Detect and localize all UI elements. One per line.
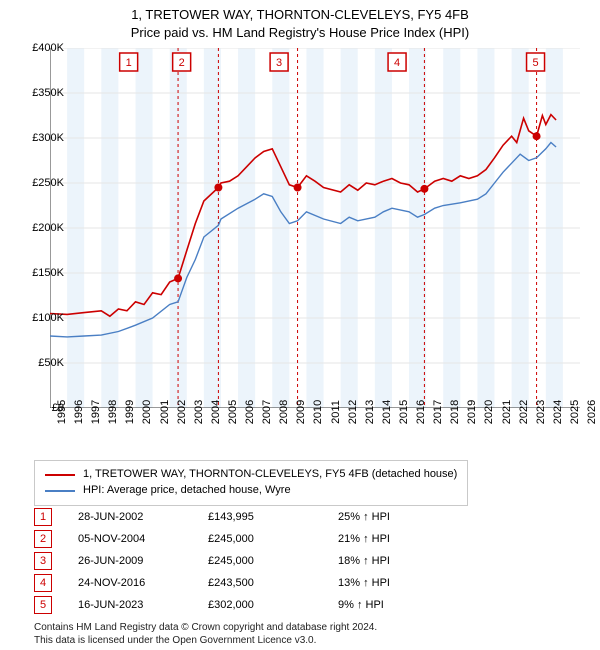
x-tick-label: 1997 bbox=[84, 400, 102, 424]
y-tick-label: £300K bbox=[32, 132, 64, 144]
y-tick-label: £250K bbox=[32, 177, 64, 189]
x-tick-label: 2021 bbox=[495, 400, 513, 424]
cell-price: £245,000 bbox=[208, 533, 338, 545]
cell-delta: 25% ↑ HPI bbox=[338, 511, 478, 523]
x-tick-label: 2022 bbox=[512, 400, 530, 424]
table-row: 2 05-NOV-2004£245,00021% ↑ HPI bbox=[34, 528, 478, 550]
x-tick-label: 2019 bbox=[460, 400, 478, 424]
cell-date: 24-NOV-2016 bbox=[78, 577, 208, 589]
x-tick-label: 2000 bbox=[135, 400, 153, 424]
x-tick-label: 2016 bbox=[409, 400, 427, 424]
marker-key: 5 bbox=[34, 596, 52, 614]
x-tick-label: 2005 bbox=[221, 400, 239, 424]
y-tick-label: £200K bbox=[32, 222, 64, 234]
cell-delta: 18% ↑ HPI bbox=[338, 555, 478, 567]
legend-label: 1, TRETOWER WAY, THORNTON-CLEVELEYS, FY5… bbox=[83, 467, 457, 483]
y-tick-label: £350K bbox=[32, 87, 64, 99]
cell-delta: 9% ↑ HPI bbox=[338, 599, 478, 611]
x-tick-label: 2014 bbox=[375, 400, 393, 424]
legend-line-sample bbox=[45, 490, 75, 492]
x-tick-label: 1995 bbox=[50, 400, 68, 424]
x-tick-label: 2006 bbox=[238, 400, 256, 424]
x-tick-label: 2020 bbox=[477, 400, 495, 424]
cell-price: £143,995 bbox=[208, 511, 338, 523]
legend-line-sample bbox=[45, 474, 75, 476]
plot-area: 1 2 3 4 5 bbox=[50, 48, 580, 408]
table-row: 3 26-JUN-2009£245,00018% ↑ HPI bbox=[34, 550, 478, 572]
y-tick-label: £100K bbox=[32, 312, 64, 324]
cell-price: £243,500 bbox=[208, 577, 338, 589]
x-tick-label: 2023 bbox=[529, 400, 547, 424]
x-tick-label: 2013 bbox=[358, 400, 376, 424]
table-row: 4 24-NOV-2016£243,50013% ↑ HPI bbox=[34, 572, 478, 594]
table-row: 5 16-JUN-2023£302,0009% ↑ HPI bbox=[34, 594, 478, 616]
footer: Contains HM Land Registry data © Crown c… bbox=[34, 622, 377, 647]
marker-key: 4 bbox=[34, 574, 52, 592]
plot-svg: 1 2 3 4 5 bbox=[50, 48, 580, 408]
cell-delta: 13% ↑ HPI bbox=[338, 577, 478, 589]
title-line-1: 1, TRETOWER WAY, THORNTON-CLEVELEYS, FY5… bbox=[10, 6, 590, 24]
x-tick-label: 2015 bbox=[392, 400, 410, 424]
marker-key: 2 bbox=[34, 530, 52, 548]
x-tick-label: 2001 bbox=[153, 400, 171, 424]
legend: 1, TRETOWER WAY, THORNTON-CLEVELEYS, FY5… bbox=[34, 460, 468, 506]
y-tick-label: £150K bbox=[32, 267, 64, 279]
cell-delta: 21% ↑ HPI bbox=[338, 533, 478, 545]
transaction-table: 1 28-JUN-2002£143,99525% ↑ HPI 2 05-NOV-200… bbox=[34, 506, 478, 616]
svg-text:2: 2 bbox=[179, 57, 185, 69]
svg-text:1: 1 bbox=[126, 57, 132, 69]
x-tick-label: 2008 bbox=[272, 400, 290, 424]
svg-text:3: 3 bbox=[276, 57, 282, 69]
y-tick-label: £50K bbox=[38, 357, 64, 369]
cell-price: £302,000 bbox=[208, 599, 338, 611]
cell-date: 28-JUN-2002 bbox=[78, 511, 208, 523]
title-block: 1, TRETOWER WAY, THORNTON-CLEVELEYS, FY5… bbox=[0, 0, 600, 43]
table-row: 1 28-JUN-2002£143,99525% ↑ HPI bbox=[34, 506, 478, 528]
footer-line: This data is licensed under the Open Gov… bbox=[34, 635, 377, 648]
marker-key: 3 bbox=[34, 552, 52, 570]
x-tick-label: 2003 bbox=[187, 400, 205, 424]
cell-date: 16-JUN-2023 bbox=[78, 599, 208, 611]
svg-text:5: 5 bbox=[532, 57, 538, 69]
legend-row: HPI: Average price, detached house, Wyre bbox=[45, 483, 457, 499]
chart-container: 1, TRETOWER WAY, THORNTON-CLEVELEYS, FY5… bbox=[0, 0, 600, 650]
legend-label: HPI: Average price, detached house, Wyre bbox=[83, 483, 291, 499]
x-tick-label: 2026 bbox=[580, 400, 598, 424]
title-line-2: Price paid vs. HM Land Registry's House … bbox=[10, 24, 590, 42]
x-tick-label: 2024 bbox=[546, 400, 564, 424]
cell-date: 05-NOV-2004 bbox=[78, 533, 208, 545]
footer-line: Contains HM Land Registry data © Crown c… bbox=[34, 622, 377, 635]
marker-key: 1 bbox=[34, 508, 52, 526]
cell-price: £245,000 bbox=[208, 555, 338, 567]
x-tick-label: 1996 bbox=[67, 400, 85, 424]
y-tick-label: £400K bbox=[32, 42, 64, 54]
svg-text:4: 4 bbox=[394, 57, 400, 69]
legend-row: 1, TRETOWER WAY, THORNTON-CLEVELEYS, FY5… bbox=[45, 467, 457, 483]
x-tick-label: 1998 bbox=[101, 400, 119, 424]
x-tick-label: 2025 bbox=[563, 400, 581, 424]
x-tick-label: 2017 bbox=[426, 400, 444, 424]
cell-date: 26-JUN-2009 bbox=[78, 555, 208, 567]
x-tick-label: 2012 bbox=[341, 400, 359, 424]
x-tick-label: 2004 bbox=[204, 400, 222, 424]
x-tick-label: 2007 bbox=[255, 400, 273, 424]
x-tick-label: 2002 bbox=[170, 400, 188, 424]
x-tick-label: 1999 bbox=[118, 400, 136, 424]
x-tick-label: 2018 bbox=[443, 400, 461, 424]
x-tick-label: 2010 bbox=[306, 400, 324, 424]
x-tick-label: 2011 bbox=[324, 400, 342, 424]
x-tick-label: 2009 bbox=[289, 400, 307, 424]
